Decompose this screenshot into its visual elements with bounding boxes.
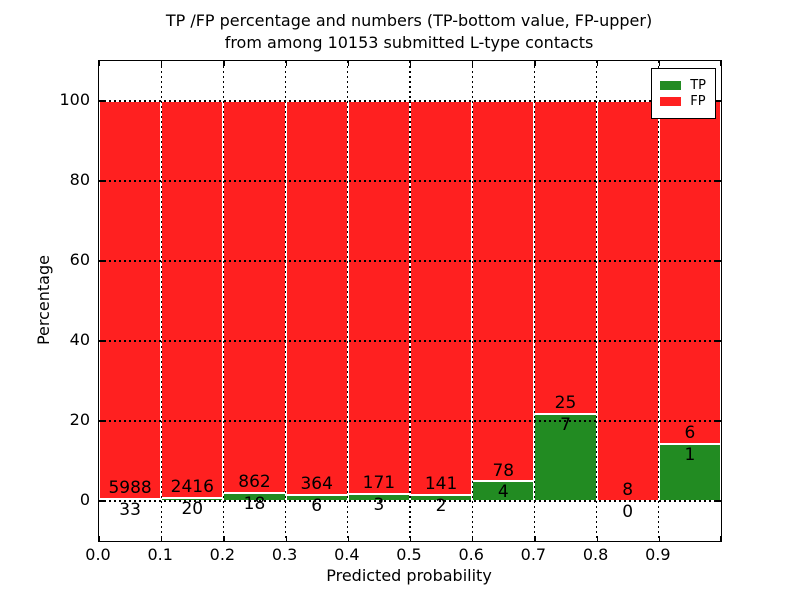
tp-count-label: 0	[622, 502, 634, 522]
fp-count-label: 364	[300, 473, 333, 494]
fp-legend-label: FP	[690, 94, 706, 109]
x-tick-label: 0.8	[582, 545, 609, 564]
x-tick-label: 0.9	[645, 545, 671, 564]
x-axis-label: Predicted probability	[326, 566, 492, 585]
tp-count-label: 2	[435, 496, 447, 517]
tp-count-label: 7	[560, 414, 571, 435]
x-tick-mark	[719, 536, 721, 541]
legend: TP FP	[651, 68, 716, 119]
fp-bar-segment	[223, 101, 286, 493]
x-tick-label: 0.7	[520, 545, 547, 564]
legend-item-tp: TP	[660, 79, 706, 92]
tp-count-label: 20	[181, 498, 204, 519]
bar-value-labels-layer: 5988 33 2416 20 862 18 364 6 171 3 141 2 78 4 25 7 8 0 6 1	[99, 61, 721, 541]
x-tick-label: 0.6	[458, 545, 484, 564]
tp-count-label: 4	[497, 482, 509, 503]
fp-count-label: 2416	[170, 476, 214, 497]
x-tick-mark	[99, 536, 101, 541]
x-tick-label: 0.3	[271, 545, 298, 564]
tp-count-label: 6	[311, 495, 323, 516]
legend-item-fp: FP	[660, 95, 706, 108]
x-tick-label: 0.1	[147, 545, 173, 564]
tp-count-label: 33	[119, 499, 141, 520]
fp-bar-segment	[472, 101, 535, 482]
tp-legend-label: TP	[690, 78, 706, 93]
x-tick-mark	[99, 61, 101, 66]
fp-count-label: 25	[554, 392, 577, 413]
y-tick-label: 60	[69, 250, 90, 269]
fp-count-label: 5988	[108, 477, 152, 498]
fp-count-label: 171	[362, 473, 396, 494]
y-axis-label: Percentage	[34, 255, 53, 346]
y-tick-label: 100	[59, 90, 90, 109]
chart-title-line2: from among 10153 submitted L-type contac…	[224, 32, 594, 52]
fp-count-label: 6	[684, 422, 696, 443]
fp-bar-segment	[410, 101, 473, 496]
fp-count-label: 8	[622, 480, 634, 500]
fp-bar-segment	[534, 101, 597, 414]
fp-count-label: 78	[492, 460, 515, 481]
x-tick-mark	[719, 61, 721, 66]
tp-count-label: 18	[243, 493, 266, 514]
x-tick-label: 0.0	[85, 545, 111, 564]
chart-title: TP /FP percentage and numbers (TP-bottom…	[98, 10, 720, 53]
fp-legend-swatch	[660, 97, 682, 106]
y-tick-label: 20	[69, 410, 90, 429]
plot-area: 5988 33 2416 20 862 18 364 6 171 3 141 2 78 4 25 7 8 0 6 1 …	[98, 60, 722, 542]
tp-count-label: 3	[373, 495, 385, 516]
x-tick-label: 0.4	[334, 545, 360, 564]
fp-count-label: 141	[424, 474, 458, 495]
y-tick-label: 80	[69, 170, 90, 189]
y-tick-label: 40	[69, 330, 90, 349]
x-tick-label: 0.2	[209, 545, 236, 564]
x-tick-label: 0.5	[396, 545, 422, 564]
y-tick-label: 0	[79, 490, 90, 509]
tp-count-label: 1	[684, 444, 696, 465]
fp-count-label: 862	[238, 471, 271, 492]
tp-legend-swatch	[660, 81, 682, 90]
chart-title-line1: TP /FP percentage and numbers (TP-bottom…	[165, 11, 653, 30]
